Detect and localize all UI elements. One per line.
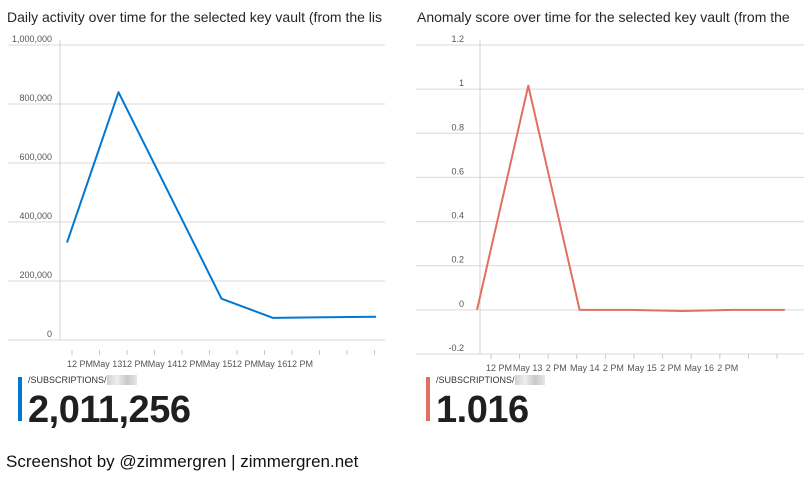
x-tick-label: 2 PM — [660, 363, 681, 373]
x-tick-label: 2 PM — [546, 363, 567, 373]
screenshot-credit: Screenshot by @zimmergren | zimmergren.n… — [6, 452, 359, 471]
redacted-block — [106, 375, 137, 385]
anomaly-line-chart[interactable]: -0.200.20.40.60.811.212 PM May 13 2 PM May … — [410, 30, 807, 375]
x-tick-label: 12 PM — [122, 359, 148, 369]
chart-title: Daily activity over time for the selecte… — [7, 9, 383, 25]
y-tick-label: 0 — [47, 329, 52, 339]
kpi-subscription-label: /SUBSCRIPTIONS/ — [28, 375, 137, 385]
y-tick-label: 0.8 — [451, 122, 464, 132]
x-tick-label: 12 PM — [232, 359, 258, 369]
chart-title: Anomaly score over time for the selected… — [417, 9, 790, 25]
kpi-value: 1.016 — [436, 389, 529, 431]
x-tick-label: May 14 — [148, 359, 178, 369]
activity-line-chart[interactable]: 0 200,000 400,000 600,000 800,000 1,000,000 12… — [0, 30, 395, 375]
y-tick-label: 800,000 — [19, 93, 52, 103]
series-line — [66, 91, 377, 319]
y-tick-label: 1.2 — [451, 34, 464, 44]
x-tick-label: May 15 — [627, 363, 657, 373]
x-tick-label: May 14 — [570, 363, 600, 373]
x-tick-label: 12 PM — [177, 359, 203, 369]
x-tick-label: May 15 — [203, 359, 233, 369]
y-tick-label: 600,000 — [19, 152, 52, 162]
redacted-block — [514, 375, 545, 385]
y-tick-label: 1,000,000 — [12, 34, 52, 44]
anomaly-chart-panel: Anomaly score over time for the selected… — [410, 0, 807, 440]
x-tick-label: 12 PM — [486, 363, 512, 373]
activity-chart-panel: Daily activity over time for the selecte… — [0, 0, 395, 440]
kpi-value: 2,011,256 — [28, 389, 191, 431]
x-tick-label: 2 PM — [603, 363, 624, 373]
x-tick-label: May 13 — [513, 363, 543, 373]
x-tick-label: 12 PM — [287, 359, 313, 369]
y-tick-label: 1 — [459, 78, 464, 88]
x-tick-label: 2 PM — [717, 363, 738, 373]
kpi-subscription-label: /SUBSCRIPTIONS/ — [436, 375, 545, 385]
y-tick-label: 400,000 — [19, 211, 52, 221]
y-tick-label: 0.6 — [451, 166, 464, 176]
x-tick-label: May 16 — [684, 363, 714, 373]
y-tick-label: 0 — [459, 299, 464, 309]
kpi-color-bar — [18, 377, 22, 421]
y-tick-label: 0.2 — [451, 255, 464, 265]
x-tick-label: May 16 — [258, 359, 288, 369]
y-tick-label: 0.4 — [451, 211, 464, 221]
x-tick-label: 12 PM — [67, 359, 93, 369]
y-tick-label: 200,000 — [19, 270, 52, 280]
kpi-color-bar — [426, 377, 430, 421]
y-tick-label: -0.2 — [448, 343, 464, 353]
x-tick-label: May 13 — [93, 359, 123, 369]
series-line — [476, 84, 785, 312]
